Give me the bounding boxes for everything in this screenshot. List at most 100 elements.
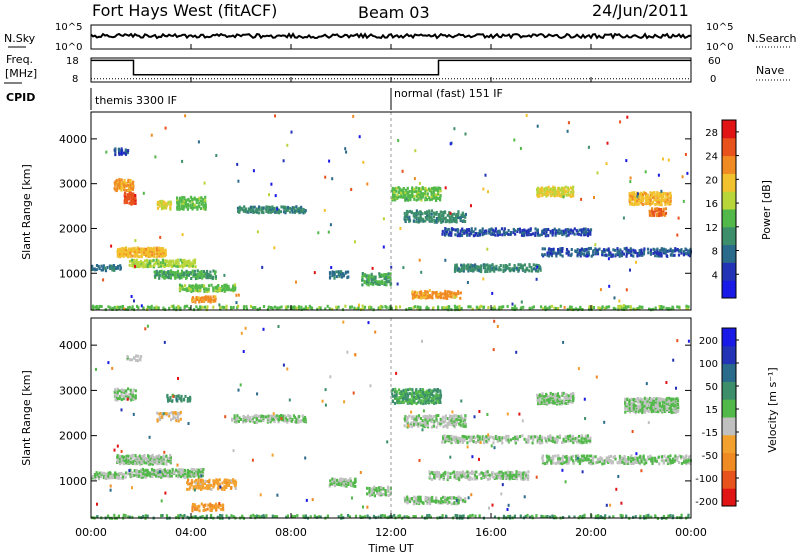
power-cell (528, 263, 531, 267)
power-cell (545, 194, 548, 198)
velocity-cell (549, 397, 552, 401)
power-cell (623, 304, 626, 308)
power-cell (482, 263, 485, 267)
power-speckle (164, 126, 167, 130)
velocity-cell (422, 415, 425, 419)
power-cell (194, 277, 197, 281)
power-cell (296, 207, 299, 211)
velocity-cell (160, 415, 163, 419)
power-cell (442, 212, 445, 216)
velocity-cell (132, 388, 135, 392)
velocity-cell (552, 401, 555, 405)
power-cell (455, 217, 458, 221)
power-cell (539, 268, 542, 272)
power-cell (115, 178, 118, 182)
velocity-cell (116, 389, 119, 393)
power-cell (160, 269, 163, 273)
velocity-cell (378, 490, 381, 494)
power-cell (380, 273, 383, 277)
power-cell (646, 247, 650, 251)
power-cell (605, 253, 608, 257)
power-cell (494, 227, 497, 231)
velocity-cell (561, 441, 564, 445)
power-cell (178, 201, 181, 205)
velocity-cell (538, 437, 541, 441)
velocity-cell (541, 461, 545, 465)
velocity-cell (471, 472, 474, 475)
power-cell (304, 209, 307, 213)
velocity-cell (193, 471, 196, 475)
velocity-cell (654, 402, 657, 406)
power-cell (629, 307, 632, 311)
velocity-cell (333, 477, 336, 481)
velocity-cell (463, 436, 466, 440)
velocity-cell (486, 472, 489, 475)
velocity-cell (417, 497, 420, 501)
velocity-cell (652, 407, 655, 411)
velocity-cell (136, 455, 140, 459)
velocity-cell (111, 476, 114, 480)
power-cell (182, 271, 185, 275)
velocity-cell (206, 507, 209, 511)
power-cell (618, 252, 621, 256)
velocity-cell (162, 454, 165, 458)
power-cell (551, 190, 554, 194)
velocity-cell (666, 407, 669, 411)
nave-tick-bottom: 0 (710, 74, 716, 85)
velocity-cell (251, 418, 254, 422)
velocity-cell (340, 479, 343, 483)
velocity-cell (588, 454, 591, 458)
power-cell (543, 247, 546, 251)
power-cell (168, 262, 171, 266)
velocity-cell (205, 484, 208, 488)
power-cell (456, 228, 459, 231)
velocity-cell (174, 416, 177, 420)
power-cell (182, 274, 185, 278)
velocity-cell (561, 393, 564, 397)
velocity-cell (172, 411, 175, 415)
power-cell (191, 197, 194, 201)
power-cell (428, 211, 431, 215)
power-cell (659, 201, 662, 205)
velocity-cell (493, 476, 496, 479)
velocity-cell (541, 456, 544, 460)
velocity-cell (138, 460, 141, 464)
power-cell (100, 268, 103, 272)
velocity-cell (333, 481, 336, 485)
velocity-cell (384, 489, 387, 492)
power-cell (194, 299, 197, 303)
velocity-cell (515, 473, 518, 477)
power-cell (172, 259, 175, 263)
power-cell (651, 191, 654, 195)
power-cell (269, 207, 272, 211)
power-speckle (511, 302, 514, 306)
power-cell (185, 287, 188, 291)
velocity-cell (162, 462, 165, 466)
velocity-cell (380, 491, 383, 495)
power-cell (127, 186, 130, 189)
velocity-cell (492, 441, 495, 445)
velocity-cell (540, 402, 543, 405)
velocity-cell (225, 478, 228, 482)
power-cell (514, 232, 517, 236)
power-cell (521, 229, 524, 232)
power-cell (367, 274, 371, 278)
velocity-cell (145, 475, 148, 479)
power-speckle (484, 173, 487, 177)
power-cell (158, 204, 161, 208)
power-cell (419, 219, 422, 223)
power-cell (300, 305, 303, 309)
power-cell (490, 227, 493, 231)
power-cell (567, 253, 570, 257)
power-cell (504, 266, 507, 270)
power-speckle (142, 191, 145, 195)
velocity-cell (417, 400, 420, 404)
velocity-cell (554, 392, 557, 396)
power-cell (333, 270, 336, 274)
velocity-cell (430, 414, 433, 418)
power-speckle (130, 295, 133, 298)
power-cell (572, 231, 575, 235)
velocity-cell (473, 473, 476, 477)
velocity-cell (646, 408, 649, 412)
velocity-cell (545, 462, 549, 465)
